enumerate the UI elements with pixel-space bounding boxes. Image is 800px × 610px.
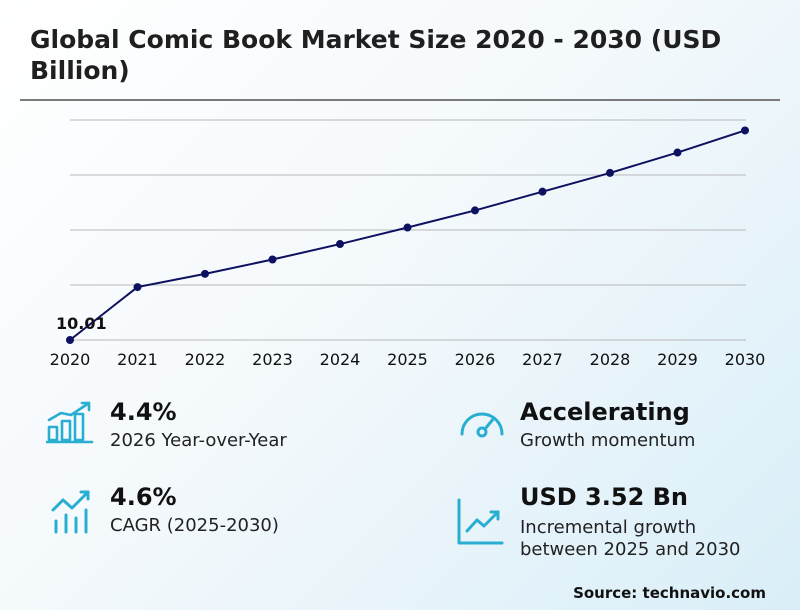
series-line: [69, 129, 746, 341]
data-point: [403, 223, 412, 232]
speedometer-icon: [460, 412, 504, 438]
stat-incremental-label-line2: between 2025 and 2030: [520, 539, 741, 560]
stat-momentum-value: Accelerating: [520, 398, 690, 426]
data-point: [66, 336, 74, 344]
line-chart: 2020 2021 2022 2023 2024 2025 2026 2027 2028 2029…: [50, 119, 766, 369]
trend-up-bars-icon: [51, 490, 90, 534]
data-point: [673, 148, 682, 157]
data-point: [606, 168, 614, 177]
stat-cagr-label: CAGR (2025-2030): [110, 515, 279, 536]
x-tick-label: 2029: [657, 350, 698, 369]
x-tick-label: 2026: [455, 350, 496, 369]
stat-yoy-value: 4.4%: [110, 398, 177, 426]
chart-title: Global Comic Book Market Size 2020 - 203…: [30, 25, 722, 85]
title-divider: [20, 99, 780, 101]
stat-momentum-label: Growth momentum: [520, 430, 696, 451]
data-label: 10.01: [56, 314, 107, 333]
x-tick-label: 2022: [185, 350, 226, 369]
data-point: [268, 255, 277, 264]
x-tick-label: 2028: [590, 350, 631, 369]
data-point: [471, 206, 479, 215]
x-axis-ticks: 2020 2021 2022 2023 2024 2025 2026 2027 2028 2029…: [50, 350, 766, 369]
data-point: [538, 187, 547, 196]
data-labels: 10.01: [56, 314, 107, 333]
data-point: [133, 283, 142, 292]
stat-cagr-value: 4.6%: [110, 483, 177, 511]
x-tick-label: 2027: [522, 350, 563, 369]
stat-cagr: 4.6% CAGR (2025-2030): [110, 483, 279, 537]
source-credit: Source: technavio.com: [573, 584, 766, 602]
stat-yoy-label: 2026 Year-over-Year: [110, 430, 287, 451]
stat-incremental-label-line1: Incremental growth: [520, 517, 697, 538]
x-tick-label: 2021: [117, 350, 158, 369]
line-chart-up-icon: [457, 498, 504, 545]
data-points: [66, 126, 749, 344]
data-point: [741, 126, 749, 135]
stat-incremental: USD 3.52 Bn Incremental growth between 2…: [520, 483, 740, 561]
data-point: [201, 269, 209, 278]
stat-momentum: Accelerating Growth momentum: [520, 398, 695, 452]
x-tick-label: 2030: [725, 350, 766, 369]
data-point: [336, 240, 344, 249]
bar-chart-growth-icon: [46, 401, 94, 444]
x-tick-label: 2023: [252, 350, 293, 369]
x-tick-label: 2020: [50, 350, 91, 369]
stat-incremental-value: USD 3.52 Bn: [520, 483, 688, 511]
x-tick-label: 2024: [320, 350, 361, 369]
stat-yoy: 4.4% 2026 Year-over-Year: [110, 398, 287, 452]
x-tick-label: 2025: [387, 350, 428, 369]
